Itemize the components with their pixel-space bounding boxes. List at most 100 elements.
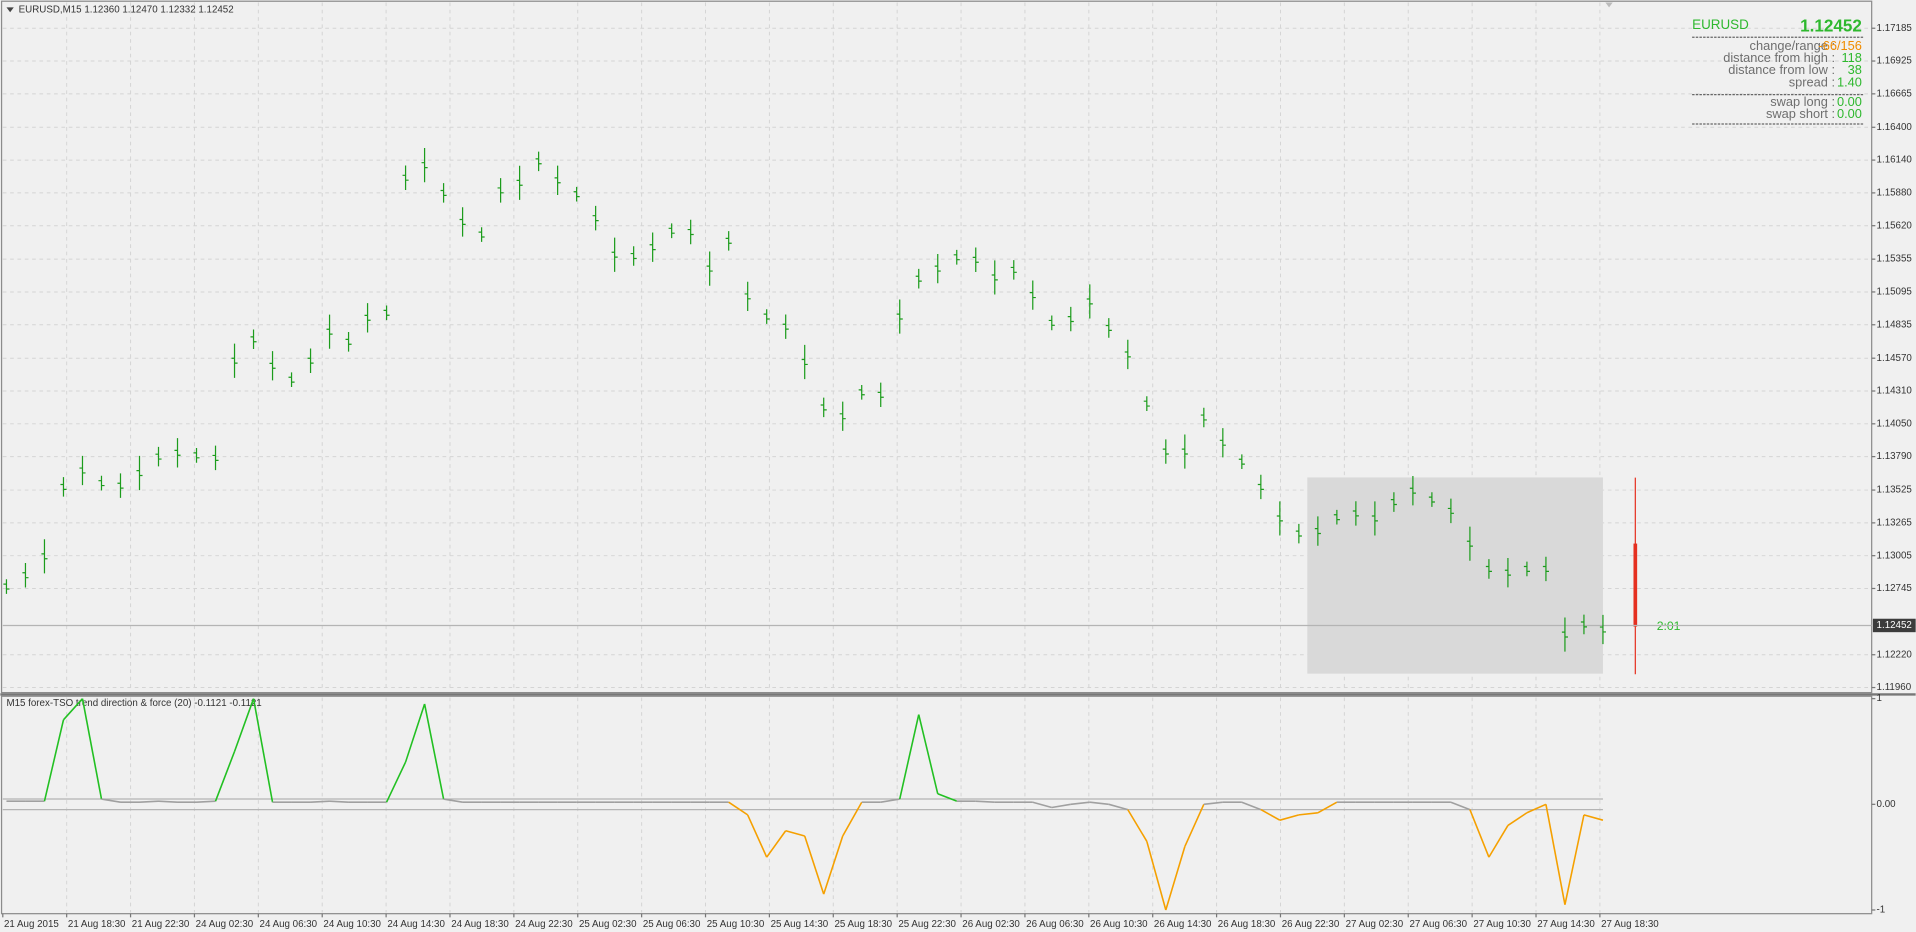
price-bar — [1295, 523, 1302, 544]
price-bar — [1542, 556, 1549, 582]
price-bar — [782, 314, 789, 339]
x-tick-label: 27 Aug 06:30 — [1409, 919, 1467, 930]
price-bar — [1048, 315, 1055, 331]
x-tick-label: 24 Aug 06:30 — [260, 919, 318, 930]
indicator-segment — [1507, 812, 1528, 827]
indicator-segment — [1032, 801, 1052, 809]
price-bar — [1124, 339, 1131, 370]
price-bar — [1086, 284, 1093, 319]
indicator-segment — [196, 800, 216, 804]
price-bar — [1409, 476, 1416, 506]
indicator-frame — [0, 695, 1873, 915]
price-bar — [763, 309, 770, 324]
indicator-segment — [937, 793, 958, 802]
price-bar — [896, 299, 903, 334]
price-bar — [174, 438, 181, 468]
y-tick-label: 1 — [1877, 693, 1882, 704]
price-bar — [991, 260, 998, 295]
y-tick-label: 1.11960 — [1877, 682, 1912, 693]
price-bar — [668, 223, 675, 239]
price-bar — [1352, 501, 1359, 526]
htf-candle-body — [1633, 543, 1638, 627]
indicator-segment — [1184, 803, 1205, 847]
indicator-segment — [1583, 814, 1604, 821]
indicator-segment — [1564, 814, 1585, 905]
price-bar — [1257, 474, 1264, 500]
indicator-segment — [975, 800, 995, 804]
x-tick-label: 24 Aug 22:30 — [515, 919, 573, 930]
price-bar — [212, 445, 219, 471]
indicator-segment — [158, 800, 178, 804]
price-bar — [1314, 516, 1321, 546]
indicator-segment — [385, 761, 407, 803]
y-tick-label: 1.16665 — [1877, 88, 1913, 99]
indicator-segment — [62, 698, 84, 721]
price-bar — [858, 384, 865, 400]
y-tick-label: 1.15095 — [1877, 287, 1913, 298]
x-tick-label: 25 Aug 14:30 — [771, 919, 829, 930]
indicator-segment — [1165, 846, 1186, 911]
indicator-segment — [1051, 803, 1071, 809]
indicator-segment — [1545, 804, 1566, 905]
y-tick-label: 1.13525 — [1877, 485, 1913, 496]
indicator-segment — [803, 835, 825, 895]
indicator-segment — [1279, 814, 1300, 821]
menu-arrow[interactable] — [6, 7, 14, 13]
y-tick-label: 1.16400 — [1877, 122, 1913, 133]
x-tick-label: 21 Aug 22:30 — [132, 919, 190, 930]
x-tick-label: 25 Aug 18:30 — [835, 919, 893, 930]
price-bar — [231, 343, 238, 378]
x-tick-label: 21 Aug 2015 — [4, 919, 59, 930]
price-bar — [953, 249, 960, 265]
indicator-segment — [1089, 801, 1109, 806]
price-bar — [307, 348, 314, 373]
price-bar — [1561, 617, 1568, 652]
y-tick-label: 1.17185 — [1877, 23, 1913, 34]
price-bar — [364, 303, 371, 333]
info-price: 1.12452 — [1800, 16, 1862, 35]
price-bar — [1333, 509, 1340, 525]
price-bar — [79, 455, 86, 486]
x-tick-label: 27 Aug 02:30 — [1346, 919, 1404, 930]
indicator-segment — [880, 798, 900, 803]
indicator-segment — [1108, 803, 1129, 811]
price-bar — [41, 539, 48, 574]
price-bar — [1599, 614, 1607, 645]
range-box — [1307, 477, 1603, 674]
indicator-segment — [1317, 801, 1338, 814]
info-value: 0.00 — [1837, 94, 1862, 109]
price-bar — [193, 448, 200, 463]
price-bar — [915, 268, 922, 289]
price-bar — [1428, 492, 1435, 507]
y-tick-label: 1.14570 — [1877, 353, 1913, 364]
info-value: 38 — [1848, 62, 1862, 77]
price-bar — [934, 253, 941, 284]
x-tick-label: 26 Aug 22:30 — [1282, 919, 1340, 930]
price-bar — [820, 397, 827, 418]
price-bar — [98, 475, 105, 491]
price-bar — [478, 227, 485, 242]
info-label: change/range : — [1750, 38, 1835, 53]
price-bar — [3, 579, 10, 594]
x-tick-label: 25 Aug 10:30 — [707, 919, 765, 930]
shift-marker — [1605, 2, 1613, 8]
price-bar — [706, 251, 713, 286]
info-label: swap short : — [1766, 106, 1835, 121]
indicator-segment — [214, 751, 236, 802]
price-bar — [326, 314, 333, 349]
price-bar — [1162, 439, 1169, 464]
price-bar — [1200, 407, 1207, 428]
x-tick-label: 21 Aug 18:30 — [68, 919, 126, 930]
info-label: spread : — [1789, 74, 1835, 89]
price-bar — [421, 148, 428, 183]
y-tick-label: 1.13790 — [1877, 451, 1913, 462]
x-tick-label: 27 Aug 10:30 — [1473, 919, 1531, 930]
price-bar — [877, 382, 884, 408]
price-bar — [1029, 280, 1036, 310]
indicator-segment — [1127, 809, 1148, 842]
indicator-segment — [728, 801, 749, 816]
price-bar — [687, 219, 694, 245]
price-bar — [345, 332, 352, 352]
price-bar — [592, 205, 599, 231]
